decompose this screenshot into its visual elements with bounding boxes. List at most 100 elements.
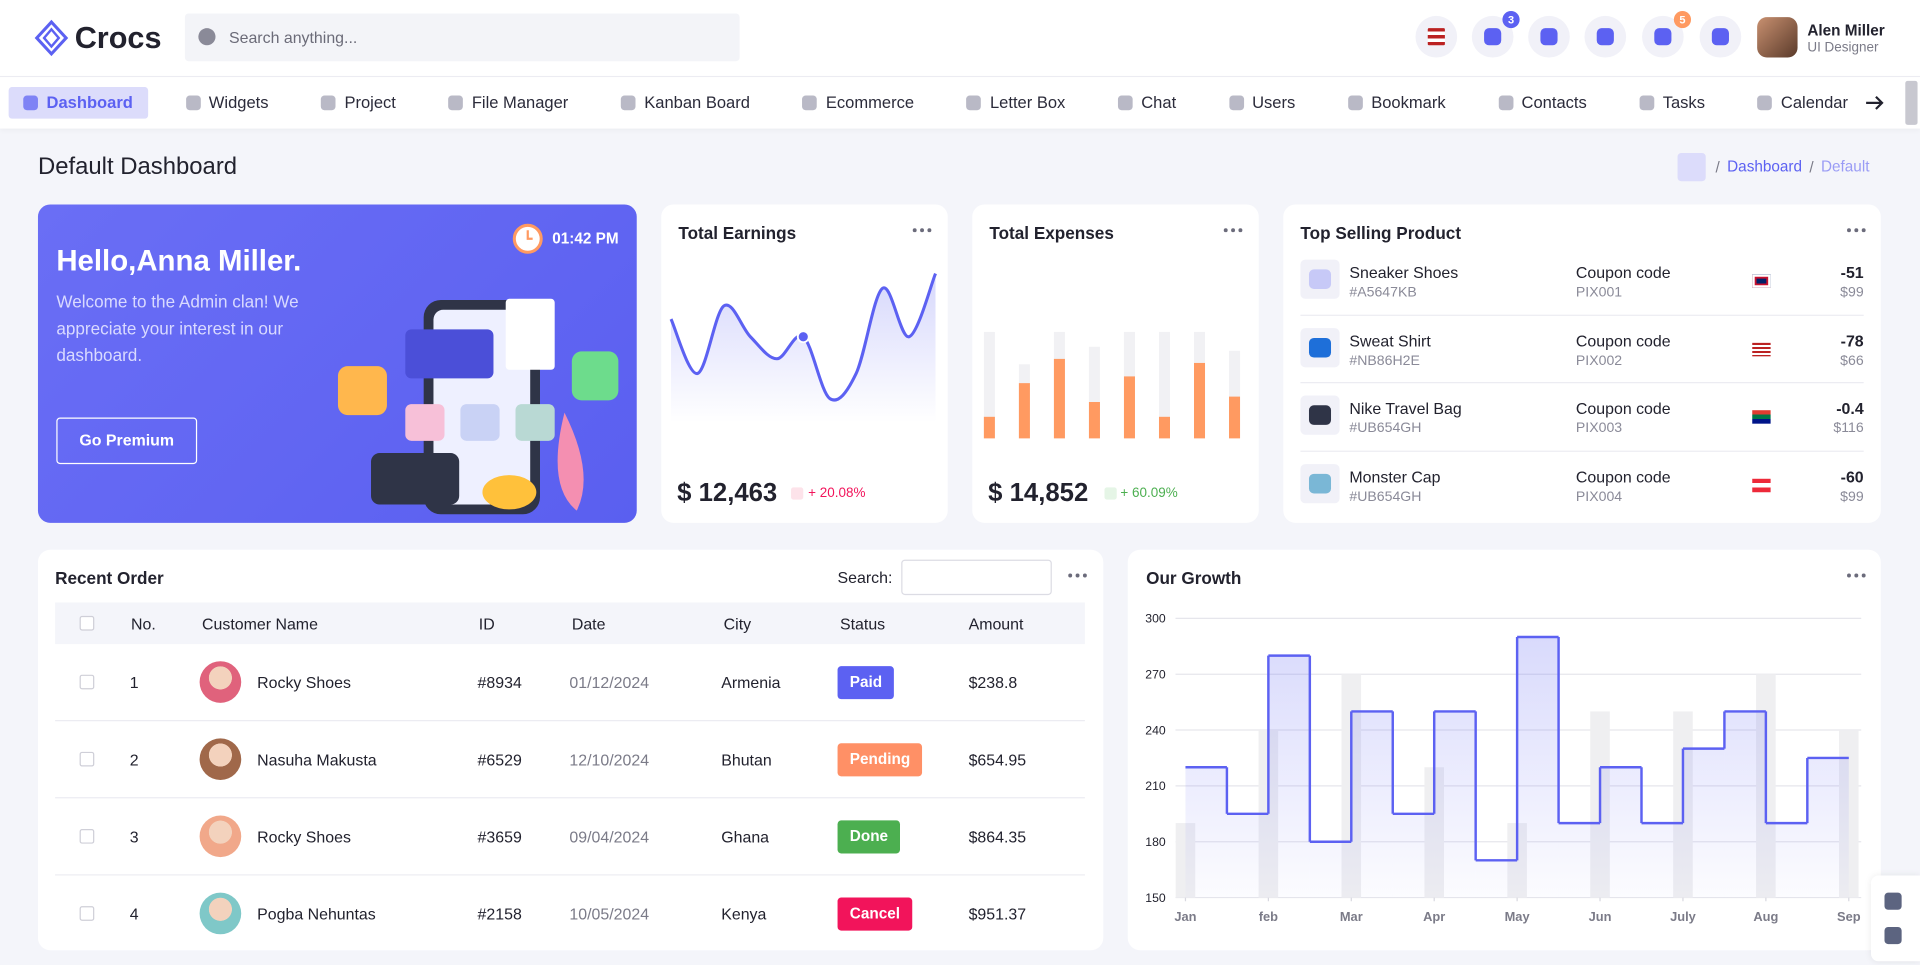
nav-item[interactable]: Letter Box bbox=[952, 87, 1080, 119]
nav-label: Calendar bbox=[1780, 93, 1848, 112]
product-icon bbox=[1300, 259, 1340, 299]
breadcrumb-item[interactable]: Default bbox=[1820, 157, 1870, 176]
customer-name: Rocky Shoes bbox=[257, 827, 351, 847]
nav-item[interactable]: Dashboard bbox=[8, 86, 148, 119]
column-header: No. bbox=[131, 614, 156, 634]
order-no: 1 bbox=[129, 673, 139, 692]
expense-bar bbox=[1018, 383, 1030, 439]
checkbox[interactable] bbox=[79, 828, 95, 844]
nav-item[interactable]: Kanban Board bbox=[606, 87, 764, 119]
page-title: Default Dashboard bbox=[37, 153, 238, 181]
checkbox[interactable] bbox=[79, 615, 95, 631]
breadcrumb-separator: / bbox=[1715, 159, 1720, 177]
nav-icon bbox=[321, 95, 336, 111]
nav-item[interactable]: Contacts bbox=[1484, 87, 1602, 119]
icon-bank bbox=[460, 404, 500, 441]
checkbox[interactable] bbox=[79, 751, 95, 767]
header-icon-button[interactable] bbox=[1528, 15, 1570, 58]
nav-label: Letter Box bbox=[989, 93, 1066, 112]
dot bbox=[1861, 228, 1866, 233]
order-city: Ghana bbox=[721, 827, 770, 847]
arrow-shape bbox=[1866, 95, 1884, 110]
product-image bbox=[1308, 405, 1332, 425]
row-separator bbox=[55, 874, 1085, 876]
product-code: #NB86H2E bbox=[1349, 353, 1420, 368]
nav-next-arrow bbox=[1866, 95, 1884, 110]
icon-lock bbox=[405, 404, 445, 441]
product-price: $99 bbox=[1840, 489, 1864, 504]
order-city: Kenya bbox=[721, 904, 767, 924]
dot bbox=[1231, 228, 1236, 233]
change-icon bbox=[791, 487, 804, 500]
id-card bbox=[371, 453, 460, 505]
nav-item[interactable]: Ecommerce bbox=[788, 87, 929, 119]
product-change: -51 bbox=[1840, 263, 1864, 282]
status-badge: Pending bbox=[837, 743, 923, 777]
expense-bar bbox=[1158, 416, 1171, 439]
breadcrumb-item[interactable]: Dashboard bbox=[1727, 157, 1803, 176]
search-box[interactable]: Search anything... bbox=[184, 13, 740, 62]
tool-icon[interactable] bbox=[1884, 892, 1902, 910]
header-icon-button[interactable] bbox=[1584, 15, 1627, 58]
breadcrumb: / Dashboard / Default bbox=[1716, 159, 1870, 176]
checkbox[interactable] bbox=[79, 906, 95, 921]
card-title: Our Growth bbox=[1146, 568, 1242, 588]
product-change: -78 bbox=[1840, 331, 1864, 350]
nav-icon bbox=[23, 95, 38, 111]
nav-icon bbox=[1757, 95, 1773, 111]
expense-bar bbox=[1088, 346, 1100, 439]
nav-icon bbox=[448, 95, 464, 111]
card-title: Total Expenses bbox=[989, 222, 1114, 243]
status-badge: Done bbox=[837, 820, 901, 854]
card-title: Recent Order bbox=[55, 568, 164, 588]
nav-label: Dashboard bbox=[46, 93, 133, 112]
nav-item[interactable]: Widgets bbox=[171, 87, 283, 119]
premium-button[interactable]: Go Premium bbox=[56, 417, 198, 465]
nav-item[interactable]: File Manager bbox=[434, 87, 583, 119]
checkbox[interactable] bbox=[79, 674, 95, 690]
header-icon-button[interactable] bbox=[1415, 15, 1458, 58]
search-placeholder: Search anything... bbox=[228, 28, 358, 47]
nav-item[interactable]: Bookmark bbox=[1333, 87, 1460, 119]
nav-label: Project bbox=[344, 93, 396, 112]
header-icon bbox=[1427, 28, 1445, 46]
dot bbox=[912, 228, 917, 233]
column-header: Date bbox=[571, 614, 606, 634]
earnings-chart bbox=[669, 272, 937, 423]
logo-shape bbox=[34, 19, 69, 57]
separator bbox=[1300, 382, 1864, 384]
coupon-code: PIX001 bbox=[1575, 285, 1623, 301]
nav-item[interactable]: Calendar bbox=[1743, 87, 1852, 119]
nav-label: Users bbox=[1252, 93, 1296, 112]
nav-item[interactable]: Users bbox=[1214, 87, 1310, 119]
dot bbox=[1854, 228, 1859, 233]
nav-item[interactable]: Chat bbox=[1103, 87, 1191, 119]
tool-icon[interactable] bbox=[1884, 926, 1902, 945]
more-menu bbox=[912, 228, 932, 233]
user-role: UI Designer bbox=[1807, 40, 1879, 56]
order-id: #8934 bbox=[477, 673, 522, 692]
customer-name: Pogba Nehuntas bbox=[257, 904, 376, 924]
order-id: #3659 bbox=[477, 827, 522, 847]
table-search-input[interactable] bbox=[901, 559, 1052, 596]
order-id: #6529 bbox=[477, 750, 522, 769]
product-image bbox=[1308, 269, 1332, 289]
nav-label: Contacts bbox=[1521, 93, 1587, 112]
card-title: Top Selling Product bbox=[1300, 222, 1462, 243]
nav-label: Chat bbox=[1141, 93, 1177, 112]
header-icon-button[interactable] bbox=[1699, 15, 1742, 58]
header-icon bbox=[1484, 28, 1502, 46]
top-products-card: Top Selling Product Sneaker Shoes #A5647KB… bbox=[1283, 204, 1881, 523]
product-image bbox=[1308, 473, 1332, 493]
customer-avatar bbox=[199, 815, 242, 858]
nav-item[interactable]: Project bbox=[306, 87, 410, 119]
nav-item[interactable]: Tasks bbox=[1625, 87, 1720, 119]
hand-right bbox=[571, 351, 619, 401]
country-flag bbox=[1752, 274, 1771, 288]
earnings-point bbox=[796, 330, 810, 344]
header-icon bbox=[1711, 28, 1729, 46]
order-amount: $951.37 bbox=[968, 904, 1027, 924]
user-name: Alen Miller bbox=[1807, 22, 1885, 40]
